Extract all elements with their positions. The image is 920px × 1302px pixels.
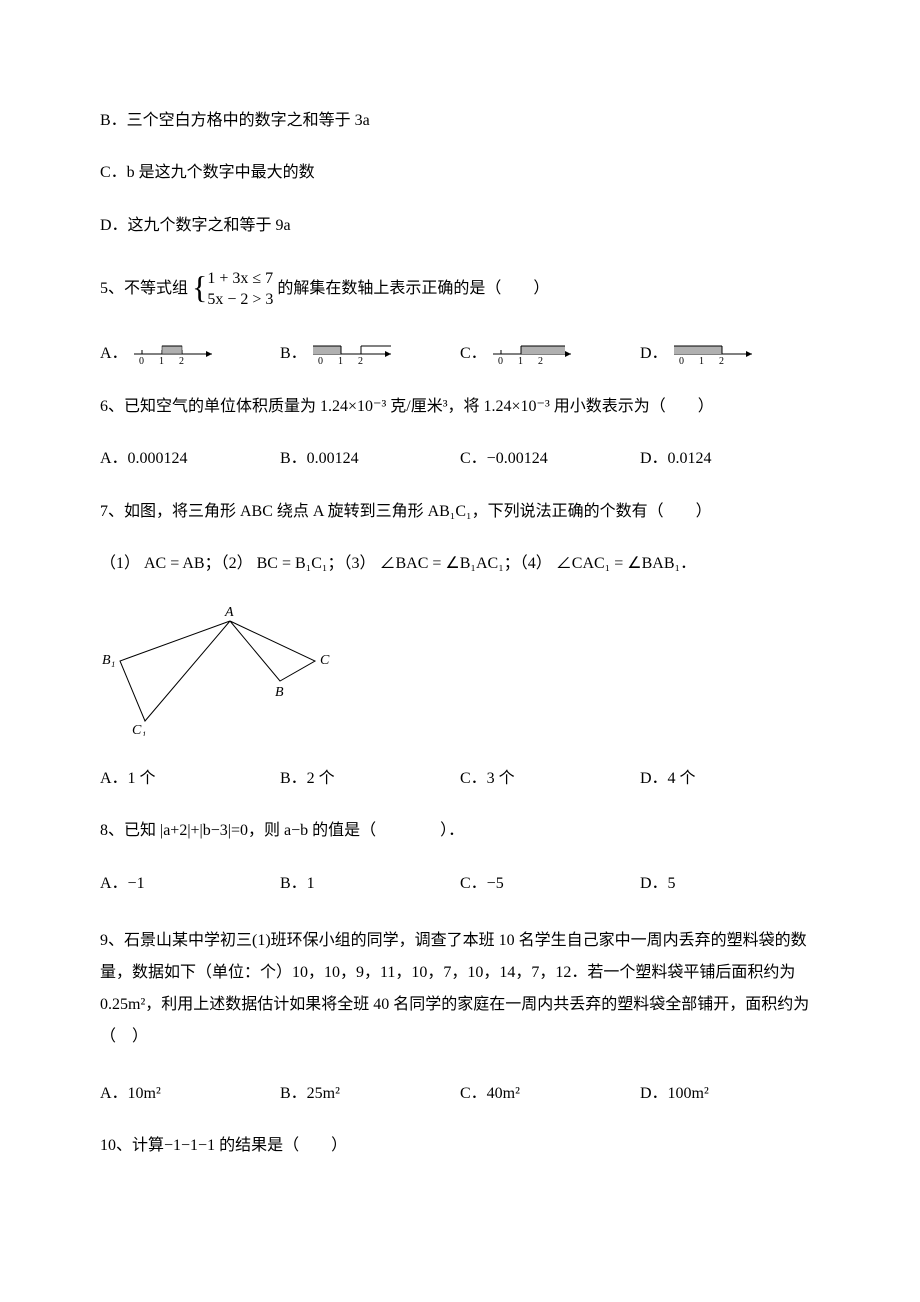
q9-opt-c: C．40m² <box>460 1083 640 1105</box>
svg-text:0: 0 <box>679 356 684 366</box>
option-text: C．b 是这九个数字中最大的数 <box>100 164 315 181</box>
q5-opt-d: D． 0 1 2 <box>640 342 820 366</box>
q7-conds-text: （1） AC = AB；（2） BC = B₁C₁；（3） ∠BAC = ∠B₁… <box>100 555 696 572</box>
q7-options: A．1 个 B．2 个 C．3 个 D．4 个 <box>100 768 820 790</box>
q9-stem: 9、石景山某中学初三(1)班环保小组的同学，调查了本班 10 名学生自己家中一周… <box>100 925 820 1053</box>
svg-text:1: 1 <box>338 356 343 366</box>
option-text: D．这九个数字之和等于 9a <box>100 217 291 234</box>
label-C: C <box>320 653 330 668</box>
q9-text: 9、石景山某中学初三(1)班环保小组的同学，调查了本班 10 名学生自己家中一周… <box>100 932 809 1045</box>
q7-text: 7、如图，将三角形 ABC 绕点 A 旋转到三角形 AB₁C₁，下列说法正确的个… <box>100 503 712 520</box>
q6-opt-d: D．0.0124 <box>640 448 820 470</box>
svg-text:0: 0 <box>139 356 144 366</box>
q5-stem: 5、不等式组 { 1 + 3x ≤ 7 5x − 2 > 3 的解集在数轴上表示… <box>100 267 820 312</box>
q10-stem: 10、计算−1−1−1 的结果是（ ） <box>100 1135 820 1157</box>
triangle-rotation-icon: A B C B₁ C₁ <box>100 606 340 736</box>
q-prior-option-c: C．b 是这九个数字中最大的数 <box>100 162 820 184</box>
svg-text:2: 2 <box>719 356 724 366</box>
q8-opt-a: A．−1 <box>100 873 280 895</box>
option-text: B．三个空白方格中的数字之和等于 3a <box>100 112 370 129</box>
svg-text:2: 2 <box>179 356 184 366</box>
q6-opt-b: B．0.00124 <box>280 448 460 470</box>
case1: 1 + 3x ≤ 7 <box>207 269 273 290</box>
q5-opt-a: A． 0 1 2 <box>100 342 280 366</box>
q7-stem: 7、如图，将三角形 ABC 绕点 A 旋转到三角形 AB₁C₁，下列说法正确的个… <box>100 501 820 523</box>
case2: 5x − 2 > 3 <box>207 290 273 311</box>
opt-label: A． <box>100 343 128 365</box>
q5-cases-body: 1 + 3x ≤ 7 5x − 2 > 3 <box>207 269 273 311</box>
svg-text:2: 2 <box>358 356 363 366</box>
q8-opt-b: B．1 <box>280 873 460 895</box>
label-B: B <box>275 685 284 700</box>
q8-opt-d: D．5 <box>640 873 820 895</box>
svg-text:0: 0 <box>498 356 503 366</box>
q7-opt-b: B．2 个 <box>280 768 460 790</box>
q5-before: 5、不等式组 <box>100 280 188 297</box>
numberline-c-icon: 0 1 2 <box>491 342 579 366</box>
label-B1: B₁ <box>102 653 115 668</box>
q10-text: 10、计算−1−1−1 的结果是（ ） <box>100 1137 347 1154</box>
q9-options: A．10m² B．25m² C．40m² D．100m² <box>100 1083 820 1105</box>
q9-opt-a: A．10m² <box>100 1083 280 1105</box>
q7-opt-d: D．4 个 <box>640 768 820 790</box>
q6-stem: 6、已知空气的单位体积质量为 1.24×10⁻³ 克/厘米³，将 1.24×10… <box>100 396 820 418</box>
brace-icon: { <box>192 265 207 310</box>
q5-opt-b: B． 0 1 2 <box>280 342 460 366</box>
q7-diagram: A B C B₁ C₁ <box>100 606 820 743</box>
numberline-a-icon: 0 1 2 <box>132 342 220 366</box>
q6-opt-c: C．−0.00124 <box>460 448 640 470</box>
svg-text:1: 1 <box>518 356 523 366</box>
q5-after: 的解集在数轴上表示正确的是（ ） <box>277 280 549 297</box>
q7-conds: （1） AC = AB；（2） BC = B₁C₁；（3） ∠BAC = ∠B₁… <box>100 553 820 575</box>
q-prior-option-b: B．三个空白方格中的数字之和等于 3a <box>100 110 820 132</box>
q8-text: 8、已知 |a+2|+|b−3|=0，则 a−b 的值是（ ）． <box>100 822 464 839</box>
q6-opt-a: A．0.000124 <box>100 448 280 470</box>
q7-opt-a: A．1 个 <box>100 768 280 790</box>
q8-options: A．−1 B．1 C．−5 D．5 <box>100 873 820 895</box>
q5-opt-c: C． 0 1 2 <box>460 342 640 366</box>
q6-options: A．0.000124 B．0.00124 C．−0.00124 D．0.0124 <box>100 448 820 470</box>
numberline-b-icon: 0 1 2 <box>311 342 399 366</box>
q-prior-option-d: D．这九个数字之和等于 9a <box>100 215 820 237</box>
svg-text:1: 1 <box>159 356 164 366</box>
q8-opt-c: C．−5 <box>460 873 640 895</box>
q5-options: A． 0 1 2 B． 0 1 2 <box>100 342 820 366</box>
label-C1: C₁ <box>132 723 146 736</box>
numberline-d-icon: 0 1 2 <box>672 342 760 366</box>
opt-label: C． <box>460 343 487 365</box>
opt-label: B． <box>280 343 307 365</box>
label-A: A <box>224 606 234 620</box>
q7-opt-c: C．3 个 <box>460 768 640 790</box>
q6-text: 6、已知空气的单位体积质量为 1.24×10⁻³ 克/厘米³，将 1.24×10… <box>100 398 714 415</box>
q9-opt-d: D．100m² <box>640 1083 820 1105</box>
q5-cases: { 1 + 3x ≤ 7 5x − 2 > 3 <box>192 267 273 312</box>
q9-opt-b: B．25m² <box>280 1083 460 1105</box>
opt-label: D． <box>640 343 668 365</box>
svg-text:1: 1 <box>699 356 704 366</box>
svg-text:2: 2 <box>538 356 543 366</box>
svg-text:0: 0 <box>318 356 323 366</box>
q8-stem: 8、已知 |a+2|+|b−3|=0，则 a−b 的值是（ ）． <box>100 820 820 842</box>
